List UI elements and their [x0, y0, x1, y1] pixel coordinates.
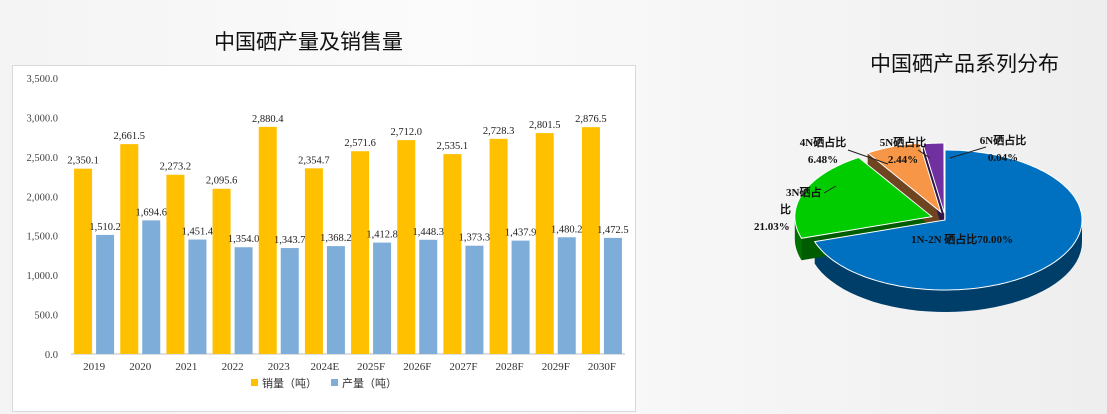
bar-chart: 0.0 500.0 1,000.0 1,500.0 2,000.0 2,500.0 3,00… [27, 74, 629, 390]
sales-data-label: 2,571.6 [344, 138, 376, 149]
x-tick-label: 2024E [311, 361, 340, 373]
pie-leader-line [917, 149, 931, 159]
sales-data-label: 2,876.5 [575, 114, 607, 125]
x-tick-label: 2029F [542, 361, 570, 373]
sales-data-label: 2,801.5 [529, 120, 561, 131]
sales-bar [351, 151, 370, 354]
pie-slice [922, 142, 945, 214]
production-bar [280, 248, 299, 354]
x-tick-label: 2028F [496, 361, 524, 373]
production-bar [373, 242, 392, 354]
pie-label-line: 6N硒占比 [980, 133, 1026, 147]
pie-label-line: 5N硒占比 [880, 135, 926, 149]
bar-chart-title: 中国硒产量及销售量 [214, 30, 403, 54]
y-tick-label: 3,000.0 [27, 113, 59, 124]
production-bar [142, 220, 161, 354]
pie-slice [794, 156, 934, 239]
sales-bar [120, 144, 139, 354]
pie-slice-side [814, 220, 1082, 312]
sales-data-label: 2,880.4 [252, 114, 284, 125]
bar-chart-panel: 0.0 500.0 1,000.0 1,500.0 2,000.0 2,500.0 3,00… [12, 65, 636, 412]
sales-bar [212, 188, 231, 354]
sales-data-label: 2,728.3 [483, 126, 515, 137]
sales-data-label: 2,273.2 [160, 162, 192, 173]
x-tick-label: 2021 [175, 361, 197, 373]
production-data-label: 1,510.2 [89, 222, 121, 233]
x-tick-label: 2023 [268, 361, 291, 373]
sales-data-label: 2,535.1 [437, 141, 469, 152]
x-tick-label: 2019 [83, 361, 106, 373]
legend-label-production: 产量（吨） [342, 376, 397, 390]
production-bar [511, 240, 530, 354]
sales-bar [304, 168, 323, 354]
production-data-label: 1,373.3 [459, 233, 491, 244]
production-bar [234, 247, 253, 354]
legend-label-sales: 销量（吨） [262, 376, 317, 390]
x-tick-label: 2027F [449, 361, 477, 373]
production-bar [603, 237, 622, 354]
sales-data-label: 2,354.7 [298, 155, 330, 166]
production-data-label: 1,354.0 [228, 234, 260, 245]
y-tick-label: 2,000.0 [27, 192, 59, 203]
x-tick-label: 2026F [403, 361, 431, 373]
sales-bar [581, 127, 600, 355]
sales-bar [258, 126, 277, 354]
production-bar [326, 246, 345, 354]
production-data-label: 1,437.9 [505, 228, 537, 239]
sales-bar [74, 168, 93, 354]
y-tick-label: 3,500.0 [27, 74, 59, 85]
y-tick-label: 0.0 [45, 350, 58, 361]
production-data-label: 1,412.8 [366, 230, 398, 241]
production-bar [96, 234, 115, 354]
production-data-label: 1,694.6 [136, 207, 168, 218]
pie-slice [866, 142, 942, 214]
sales-bar [397, 140, 416, 354]
sales-data-label: 2,095.6 [206, 176, 238, 187]
production-bar [557, 237, 576, 354]
pie-leader-line [949, 146, 987, 159]
pie-chart-title: 中国硒产品系列分布 [870, 52, 1059, 76]
sales-bar [489, 138, 508, 354]
production-bar [188, 239, 207, 354]
sales-bar [166, 174, 185, 354]
production-data-label: 1,343.7 [274, 235, 306, 246]
pie-label-1n-2n: 1N-2N 硒占比70.00% [911, 232, 1013, 246]
production-data-label: 1,472.5 [597, 225, 629, 236]
y-tick-label: 1,000.0 [27, 271, 59, 282]
x-tick-label: 2025F [357, 361, 385, 373]
legend-swatch-sales [251, 379, 258, 386]
legend-swatch-production [331, 379, 338, 386]
production-data-label: 1,451.4 [182, 227, 214, 238]
pie-leader-line [847, 149, 889, 165]
production-data-label: 1,368.2 [320, 233, 352, 244]
sales-data-label: 2,712.0 [391, 127, 423, 138]
production-bar [465, 245, 484, 354]
pie-leader-line [823, 185, 837, 194]
sales-bar [535, 133, 554, 354]
y-tick-label: 500.0 [34, 311, 58, 322]
sales-bar [443, 154, 462, 354]
sales-data-label: 2,350.1 [67, 156, 99, 167]
pie-label-line: 4N硒占比 [800, 135, 846, 149]
pie-label-line: 0.04% [988, 152, 1018, 164]
production-bar [419, 239, 438, 354]
x-tick-label: 2030F [588, 361, 616, 373]
pie-label-line: 21.03% [754, 221, 790, 233]
y-tick-label: 2,500.0 [27, 153, 59, 164]
y-tick-label: 1,500.0 [27, 232, 59, 243]
production-data-label: 1,480.2 [551, 224, 583, 235]
pie-slice [813, 149, 1083, 291]
x-tick-label: 2020 [129, 361, 152, 373]
pie-label-line: 2.44% [888, 154, 918, 166]
x-tick-label: 2022 [222, 361, 244, 373]
sales-data-label: 2,661.5 [114, 131, 146, 142]
pie-label-line: 6.48% [808, 154, 838, 166]
pie-label-line: 比 [780, 202, 791, 216]
production-data-label: 1,448.3 [413, 227, 445, 238]
pie-label-line: 3N硒占 [786, 185, 821, 199]
